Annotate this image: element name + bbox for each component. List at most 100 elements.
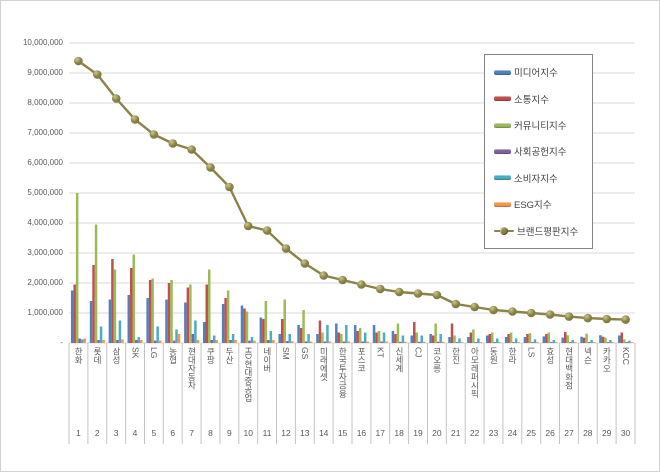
legend-line-swatch-icon (494, 226, 514, 235)
bar-ESG지수-포스코 (366, 341, 369, 343)
bar-커뮤니티지수-KCC (623, 339, 626, 343)
x-axis-category-label: 두산 (220, 347, 239, 423)
bar-사회공헌지수-아모레퍼시픽 (474, 342, 478, 343)
y-axis-tick-label: 9,000,000 (27, 68, 63, 77)
x-axis-rank-label: 23 (488, 428, 499, 438)
bar-미디어지수-농협 (165, 299, 168, 343)
category-name: 현대백화점 (564, 347, 575, 390)
x-axis-category-label: 미래에셋 (314, 347, 333, 423)
bar-커뮤니티지수-롯데 (94, 224, 98, 343)
line-marker-3 (111, 94, 121, 103)
bar-ESG지수-KCC (630, 342, 634, 343)
bar-소비자지수-KCC (628, 340, 631, 343)
bar-커뮤니티지수-동원 (491, 332, 494, 343)
x-axis-rank-label: 1 (76, 428, 81, 438)
x-axis-category-label: 넥슨 (578, 347, 597, 423)
x-axis-category-label: HD현대중공업 (239, 347, 258, 423)
line-marker-28 (583, 313, 593, 323)
line-marker-25 (526, 308, 536, 318)
bar-ESG지수-쿠팡 (215, 340, 218, 343)
bar-소통지수-아모레퍼시픽 (469, 332, 473, 343)
bar-소비자지수-KT (382, 332, 386, 343)
bar-사회공헌지수-LG (153, 340, 157, 343)
bar-소통지수-LS (526, 334, 529, 343)
bar-ESG지수-동원 (498, 342, 501, 343)
bar-미디어지수-동원 (486, 335, 489, 343)
bar-ESG지수-SK (140, 340, 143, 343)
legend-label: 소통지수 (514, 94, 549, 106)
x-axis-rank-label: 20 (432, 428, 442, 438)
bar-미디어지수-아모레퍼시픽 (467, 337, 470, 343)
y-axis-tick-label: 7,000,000 (27, 128, 63, 137)
bar-사회공헌지수-농협 (172, 340, 176, 343)
category-name: 넥슨 (583, 347, 594, 364)
line-marker-10 (243, 221, 253, 231)
bar-미디어지수-CJ (410, 335, 414, 343)
line-marker-14 (319, 271, 329, 280)
bar-ESG지수-현대자동차 (196, 340, 200, 343)
y-axis-tick-label: 3,000,000 (27, 248, 63, 257)
line-marker-12 (281, 244, 291, 253)
line-marker-7 (187, 145, 196, 154)
y-axis-tick-label: 10,000,000 (22, 38, 63, 47)
x-axis-rank-label: 27 (564, 428, 574, 438)
bar-커뮤니티지수-두산 (226, 290, 230, 343)
x-axis-rank-label: 30 (620, 428, 631, 438)
bar-미디어지수-포스코 (353, 325, 357, 343)
x-axis-rank-label: 21 (451, 428, 461, 438)
bar-커뮤니티지수-넥슨 (585, 333, 588, 343)
bar-미디어지수-GS (297, 325, 300, 343)
bar-사회공헌지수-삼성 (116, 340, 119, 343)
bar-사회공헌지수-한라 (512, 342, 515, 343)
bar-소통지수-CJ (413, 322, 416, 343)
bar-소통지수-효성 (545, 334, 548, 343)
bar-사회공헌지수-KT (380, 341, 383, 343)
bar-커뮤니티지수-한라 (509, 332, 513, 343)
bar-소비자지수-삼성 (118, 320, 122, 343)
legend-label: ESG지수 (514, 200, 552, 212)
bar-미디어지수-LG (146, 298, 149, 343)
x-axis-category-label: 롯데 (88, 347, 107, 423)
category-name: KT (375, 347, 386, 358)
category-name: SK (130, 347, 141, 359)
bar-커뮤니티지수-농협 (170, 280, 173, 343)
bar-소비자지수-아모레퍼시픽 (477, 338, 480, 343)
x-axis-rank-label: 14 (318, 428, 329, 438)
legend-item-ESG지수: ESG지수 (494, 197, 592, 211)
bar-소통지수-두산 (224, 298, 227, 343)
x-axis-rank-label: 7 (189, 428, 194, 438)
line-marker-8 (206, 163, 215, 172)
bar-미디어지수-카카오 (599, 335, 602, 343)
bar-소비자지수-LS (533, 339, 537, 343)
bar-소통지수-카카오 (601, 336, 605, 343)
y-axis-tick-label: 2,000,000 (27, 278, 63, 287)
x-axis-rank-label: 26 (545, 428, 555, 438)
bar-소통지수-한진 (450, 323, 454, 343)
bar-소비자지수-카카오 (609, 340, 612, 343)
bar-미디어지수-SM (278, 334, 281, 343)
bar-커뮤니티지수-HD현대중공업 (245, 311, 249, 343)
bar-소통지수-쿠팡 (205, 284, 208, 343)
bar-사회공헌지수-GS (304, 341, 308, 343)
bar-미디어지수-한진 (448, 337, 451, 343)
bar-ESG지수-LS (536, 342, 539, 343)
x-axis-rank-label: 25 (526, 428, 536, 438)
legend: 미디어지수 소통지수 커뮤니티지수 사회공헌지수 소비자지수 ESG지수 브랜드평판지수 (484, 54, 593, 249)
x-axis-rank-label: 12 (281, 428, 291, 438)
bar-ESG지수-넥슨 (592, 342, 596, 343)
bar-커뮤니티지수-현대자동차 (189, 284, 192, 343)
bar-소비자지수-롯데 (99, 326, 103, 343)
x-axis-rank-label: 6 (170, 428, 176, 438)
line-marker-30 (621, 315, 630, 324)
bar-소통지수-KT (375, 332, 378, 343)
bar-소비자지수-GS (307, 334, 310, 343)
bar-커뮤니티지수-SM (283, 299, 286, 343)
line-marker-22 (470, 302, 479, 312)
bar-소비자지수-한진 (458, 338, 461, 343)
bar-미디어지수-신세계 (391, 331, 395, 343)
bar-미디어지수-한라 (504, 337, 508, 343)
bar-소통지수-현대자동차 (186, 287, 190, 343)
legend-label: 미디어지수 (514, 68, 558, 80)
bar-사회공헌지수-KCC (625, 342, 629, 343)
